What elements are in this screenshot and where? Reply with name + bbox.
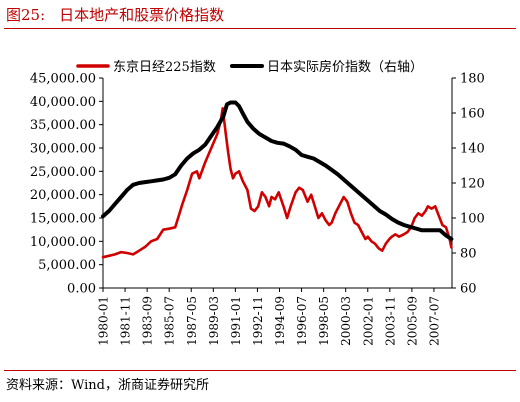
plot-area <box>101 100 454 259</box>
figure-title: 图25: 日本地产和股票价格指数 <box>6 6 224 24</box>
right-tick-label: 80 <box>460 247 477 262</box>
left-tick-label: 5,000.00 <box>38 258 96 273</box>
right-tick-label: 180 <box>460 72 485 87</box>
title-rule <box>4 28 516 29</box>
figure-title-text: 日本地产和股票价格指数 <box>59 6 225 24</box>
left-tick-label: 15,000.00 <box>30 212 96 227</box>
legend-label-house-price: 日本实际房价指数（右轴） <box>267 59 423 75</box>
figure-number: 图25: <box>6 6 46 24</box>
left-tick-label: 10,000.00 <box>30 235 96 250</box>
left-axis: 0.00 5,000.00 10,000.00 15,000.00 20,000.00 2… <box>30 72 104 297</box>
series-line-house-price <box>101 100 454 241</box>
source-note: 资料来源：Wind，浙商证券研究所 <box>6 378 209 393</box>
x-tick-label: 2007-07 <box>427 296 441 346</box>
left-tick-label: 45,000.00 <box>30 72 96 87</box>
left-tick-label: 30,000.00 <box>30 142 96 157</box>
x-tick-label: 1994-09 <box>273 296 287 346</box>
legend-label-nikkei: 东京日经225指数 <box>113 60 216 75</box>
left-tick-label: 40,000.00 <box>30 95 96 110</box>
x-tick-label: 1980-01 <box>97 296 111 346</box>
x-tick-label: 1981-11 <box>119 296 133 346</box>
right-tick-label: 160 <box>460 107 485 122</box>
x-tick-label: 2005-09 <box>405 296 419 346</box>
left-tick-label: 20,000.00 <box>30 188 96 203</box>
x-tick-label: 1998-05 <box>317 296 331 346</box>
left-tick-label: 35,000.00 <box>30 118 96 133</box>
x-tick-label: 1987-05 <box>185 296 199 346</box>
right-tick-label: 120 <box>460 177 485 192</box>
right-tick-label: 60 <box>460 282 477 297</box>
x-tick-label: 1992-11 <box>251 296 265 346</box>
series-line-nikkei <box>101 107 453 259</box>
legend: 东京日经225指数 日本实际房价指数（右轴） <box>76 59 423 75</box>
x-tick-label: 1983-09 <box>141 296 155 346</box>
x-tick-label: 2002-01 <box>361 296 375 346</box>
x-tick-label: 1989-03 <box>207 296 221 346</box>
right-tick-label: 140 <box>460 142 485 157</box>
left-tick-label: 0.00 <box>67 282 96 297</box>
x-tick-label: 2000-03 <box>339 296 353 346</box>
x-axis: 1980-01 1981-11 1983-09 1985-07 1987-05 1989-… <box>97 287 452 346</box>
x-tick-label: 1985-07 <box>163 296 177 346</box>
x-tick-label: 1991-01 <box>229 296 243 346</box>
x-tick-label: 1996-07 <box>295 296 309 346</box>
source-rule <box>4 370 516 371</box>
x-tick-label: 2003-11 <box>383 296 397 346</box>
right-tick-label: 100 <box>460 212 485 227</box>
left-tick-label: 25,000.00 <box>30 165 96 180</box>
right-axis: 60 80 100 120 140 160 180 <box>451 72 485 297</box>
